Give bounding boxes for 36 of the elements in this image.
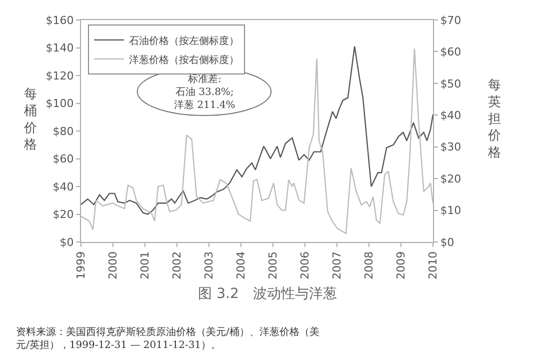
y2-tick-label: $0: [440, 236, 454, 249]
y2-tick-label: $70: [440, 14, 462, 27]
text: 图 3.2 波动性与洋葱: [198, 286, 337, 302]
y-tick-label: $100: [46, 97, 74, 110]
y-tick-label: $120: [46, 69, 74, 82]
x-tick-label: 2002: [170, 251, 184, 280]
x-tick-label: 2006: [298, 251, 312, 280]
y-tick-label: $80: [52, 124, 74, 138]
x-tick-label: 2007: [330, 251, 344, 280]
x-tick-label: 2000: [106, 251, 120, 280]
x-tick-label: 2003: [202, 251, 216, 280]
y-tick-label: $0: [60, 236, 74, 249]
x-tick-label: 2008: [362, 251, 376, 280]
y2-tick-label: $60: [440, 46, 462, 59]
y-tick-label: $140: [46, 42, 74, 55]
legend-label: 洋葱价格（按右侧标度）: [129, 54, 240, 66]
y-tick-label: $60: [52, 152, 74, 166]
y-tick-label: $160: [46, 14, 74, 27]
x-tick-label: 2009: [394, 251, 408, 280]
annotation: 标准差: 石油 33.8%; 洋葱 211.4%: [174, 73, 236, 111]
y-axis-title: 每桶价格: [23, 87, 37, 153]
x-tick-label: 2005: [266, 251, 280, 280]
y2-tick-label: $10: [440, 204, 462, 218]
x-tick-label: 2001: [138, 251, 152, 280]
y2-tick-label: $30: [440, 140, 462, 154]
legend-label: 石油价格（按左侧标度）: [129, 34, 240, 47]
y2-tick-label: $40: [440, 108, 462, 122]
x-tick-label: 2004: [234, 251, 248, 280]
text: 资料来源：美国西得克萨斯轻质原油价格（美元/桶）、洋葱价格（美元/英担），1999-12-31 — 2011-12-31）。: [16, 326, 320, 351]
y-tick-label: $40: [52, 180, 74, 194]
x-tick-label: 2010: [426, 251, 440, 280]
x-tick-label: 1999: [74, 251, 88, 280]
y-tick-label: $20: [52, 208, 74, 222]
y2-tick-label: $20: [440, 172, 462, 186]
y2-axis-title: 每英担价格: [487, 78, 501, 161]
y2-tick-label: $50: [440, 77, 462, 90]
